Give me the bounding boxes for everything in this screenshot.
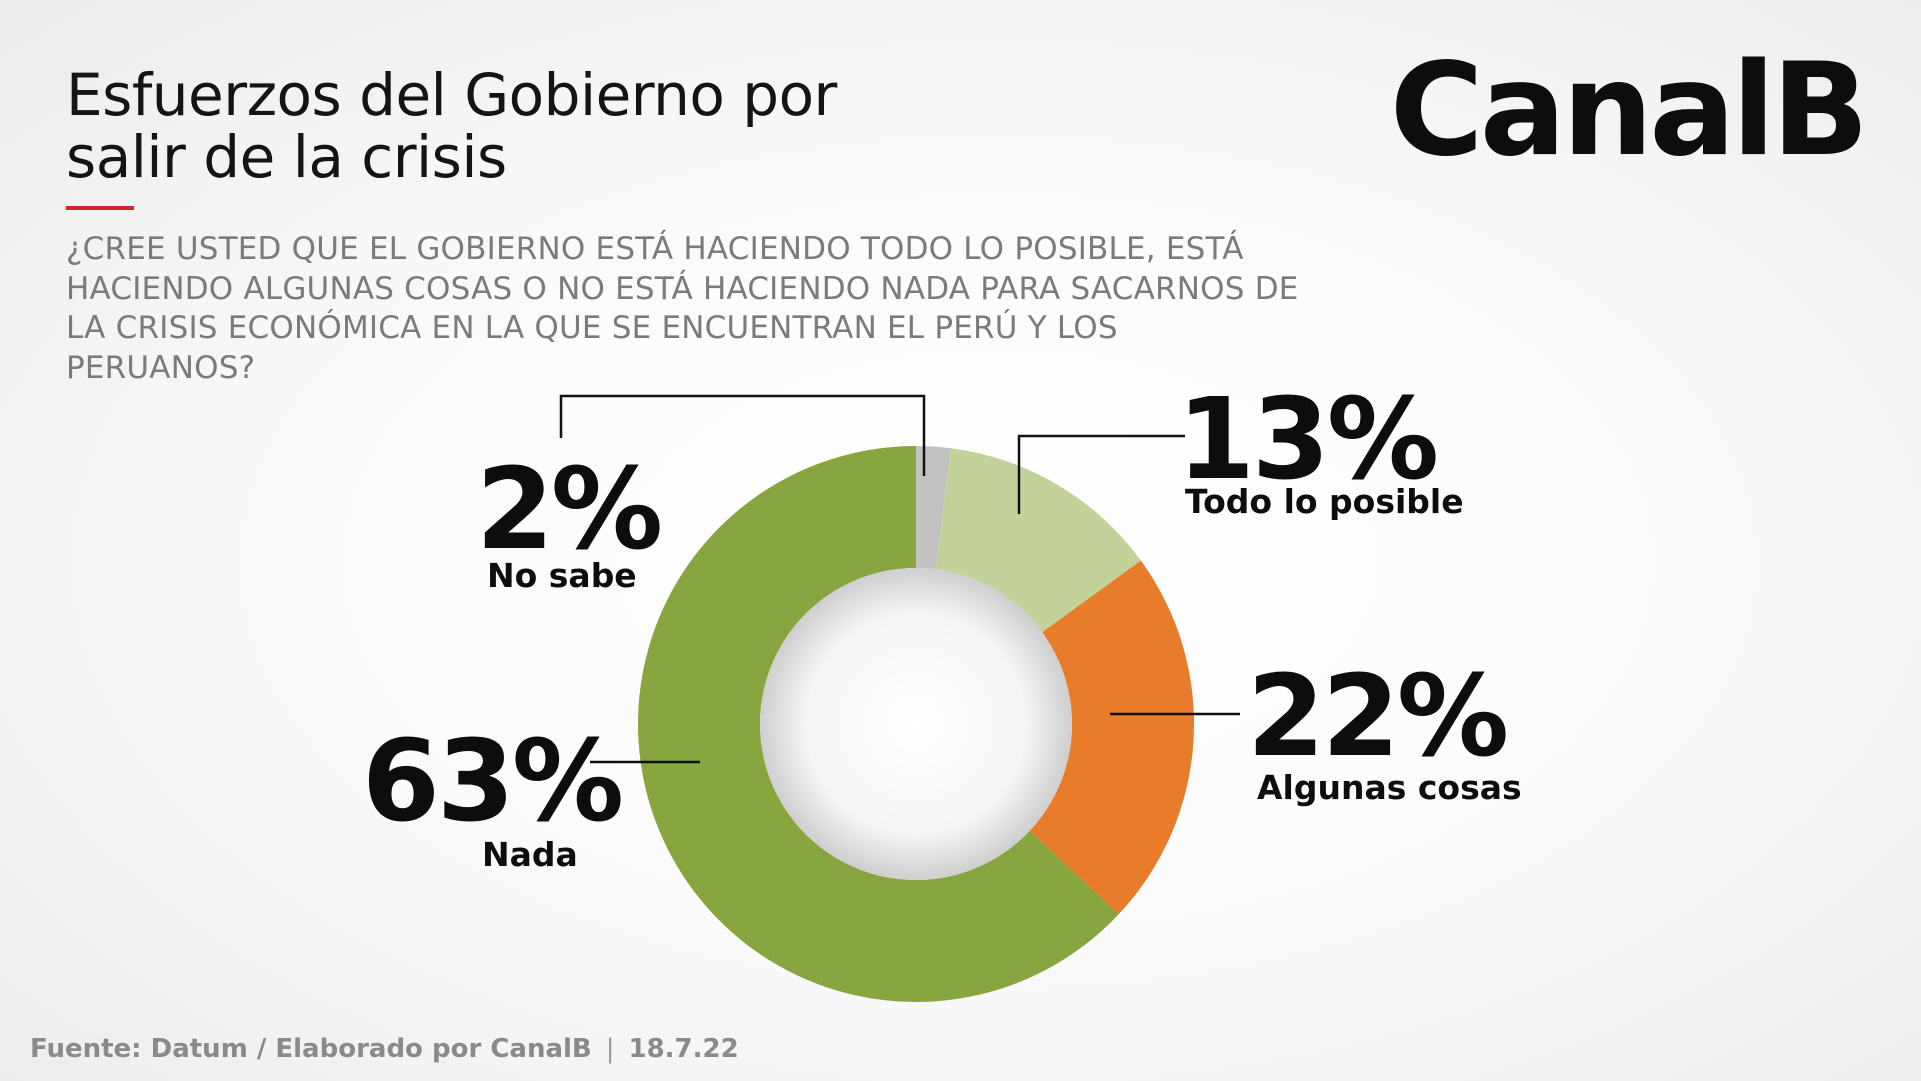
chart-title: Esfuerzos del Gobierno por salir de la c…	[66, 64, 1066, 188]
category-label-no-sabe: No sabe	[487, 556, 637, 595]
title-line-2: salir de la crisis	[66, 123, 507, 191]
category-label-todo-lo-posible: Todo lo posible	[1185, 482, 1464, 521]
pct-label-todo-lo-posible: 13%	[1177, 375, 1436, 505]
leader-line-no-sabe	[559, 394, 926, 476]
source-text: Fuente: Datum / Elaborado por CanalB	[30, 1034, 592, 1064]
category-label-algunas-cosas: Algunas cosas	[1257, 768, 1522, 807]
donut-hole	[760, 568, 1072, 880]
donut-slice-nada	[638, 446, 1119, 1002]
pct-label-nada: 63%	[362, 717, 621, 847]
donut-slices	[638, 446, 1194, 1002]
donut-slice-todo-lo-posible	[935, 448, 1141, 633]
donut-slice-no-sabe	[916, 446, 951, 570]
footer-separator: |	[605, 1034, 615, 1064]
leader-lines	[559, 394, 1240, 764]
source-date: 18.7.22	[628, 1034, 739, 1064]
pct-label-algunas-cosas: 22%	[1247, 652, 1506, 782]
category-label-nada: Nada	[482, 835, 578, 874]
pct-label-no-sabe: 2%	[476, 445, 660, 575]
survey-question: ¿CREE USTED QUE EL GOBIERNO ESTÁ HACIEND…	[66, 231, 1299, 386]
source-footer: Fuente: Datum / Elaborado por CanalB | 18.…	[30, 1034, 739, 1064]
title-line-1: Esfuerzos del Gobierno por	[66, 61, 837, 129]
donut-slice-algunas-cosas	[1029, 560, 1194, 915]
title-accent-rule	[66, 206, 134, 210]
leader-line-todo-lo-posible	[1017, 434, 1185, 514]
canalb-logo: CanalB	[1389, 36, 1869, 185]
